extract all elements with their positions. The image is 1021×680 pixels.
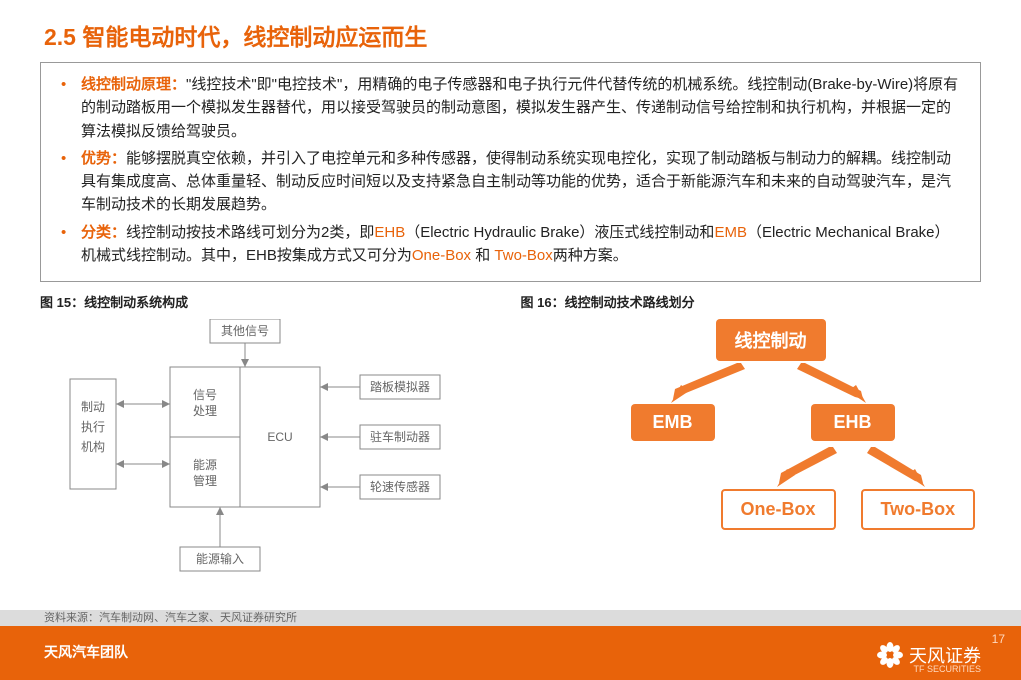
fig15-diagram: 其他信号 信号 处理 ECU 能源 管理 制动 执行 机构 踏板模拟器 驻车制 <box>40 319 460 579</box>
flower-icon <box>877 642 903 668</box>
bullet-dot: • <box>57 147 81 217</box>
bullet-3-and: 和 <box>471 247 494 264</box>
team-name: 天风汽车团队 <box>0 626 1021 662</box>
bullet-1-label: 线控制动原理： <box>81 76 186 93</box>
bullet-2-label: 优势： <box>81 150 126 167</box>
svg-text:踏板模拟器: 踏板模拟器 <box>370 380 430 394</box>
node-root: 线控制动 <box>716 319 826 361</box>
bullet-2-text: 能够摆脱真空依赖，并引入了电控单元和多种传感器，使得制动系统实现电控化，实现了制… <box>81 150 951 214</box>
source-text: 资料来源：汽车制动网、汽车之家、天风证券研究所 <box>0 610 1021 626</box>
bullet-1: • 线控制动原理："线控技术"即"电控技术"，用精确的电子传感器和电子执行元件代… <box>57 73 964 143</box>
node-twobox: Two-Box <box>861 489 976 530</box>
figure-16: 图 16：线控制动技术路线划分 线控制动 EMB EHB One-Box Two… <box>521 292 982 579</box>
svg-text:驻车制动器: 驻车制动器 <box>370 429 430 444</box>
bullet-3: • 分类：线控制动按技术路线可划分为2类，即EHB（Electric Hydra… <box>57 221 964 268</box>
figure-16-title: 图 16：线控制动技术路线划分 <box>521 292 982 311</box>
figure-15: 图 15：线控制动系统构成 其他信号 信号 处理 ECU 能源 管理 制动 执行… <box>40 292 501 579</box>
svg-text:其他信号: 其他信号 <box>221 324 269 338</box>
svg-text:轮速传感器: 轮速传感器 <box>370 479 430 494</box>
figure-15-title: 图 15：线控制动系统构成 <box>40 292 501 311</box>
bullet-2: • 优势：能够摆脱真空依赖，并引入了电控单元和多种传感器，使得制动系统实现电控化… <box>57 147 964 217</box>
bullet-3-ehb: EHB <box>374 224 405 241</box>
node-onebox: One-Box <box>721 489 836 530</box>
svg-text:能源: 能源 <box>193 458 217 472</box>
bullet-3-end: 两种方案。 <box>553 247 628 264</box>
page-number: 17 <box>992 632 1005 646</box>
footer: 资料来源：汽车制动网、汽车之家、天风证券研究所 天风汽车团队 17 天风证券 T… <box>0 626 1021 680</box>
svg-text:制动: 制动 <box>81 400 105 414</box>
logo-subtext: TF SECURITIES <box>913 664 981 674</box>
bullet-3-pre: 线控制动按技术路线可划分为2类，即 <box>126 224 374 241</box>
page-title: 2.5 智能电动时代，线控制动应运而生 <box>0 0 1021 62</box>
content-box: • 线控制动原理："线控技术"即"电控技术"，用精确的电子传感器和电子执行元件代… <box>40 62 981 282</box>
bullet-3-onebox: One-Box <box>412 247 471 264</box>
svg-text:执行: 执行 <box>81 420 105 434</box>
node-ehb: EHB <box>811 404 895 441</box>
bullet-3-twobox: Two-Box <box>494 247 552 264</box>
svg-text:处理: 处理 <box>193 404 217 418</box>
svg-text:信号: 信号 <box>193 388 217 402</box>
bullet-3-emb: EMB <box>714 224 747 241</box>
bullet-3-mid1: （Electric Hydraulic Brake）液压式线控制动和 <box>405 224 714 241</box>
bullet-dot: • <box>57 73 81 143</box>
bullet-dot: • <box>57 221 81 268</box>
svg-text:管理: 管理 <box>193 473 217 488</box>
svg-text:ECU: ECU <box>267 430 292 444</box>
svg-text:机构: 机构 <box>81 439 105 454</box>
bullet-1-text: "线控技术"即"电控技术"，用精确的电子传感器和电子执行元件代替传统的机械系统。… <box>81 76 958 140</box>
bullet-3-label: 分类： <box>81 224 126 241</box>
svg-text:能源输入: 能源输入 <box>196 551 244 566</box>
node-emb: EMB <box>631 404 715 441</box>
